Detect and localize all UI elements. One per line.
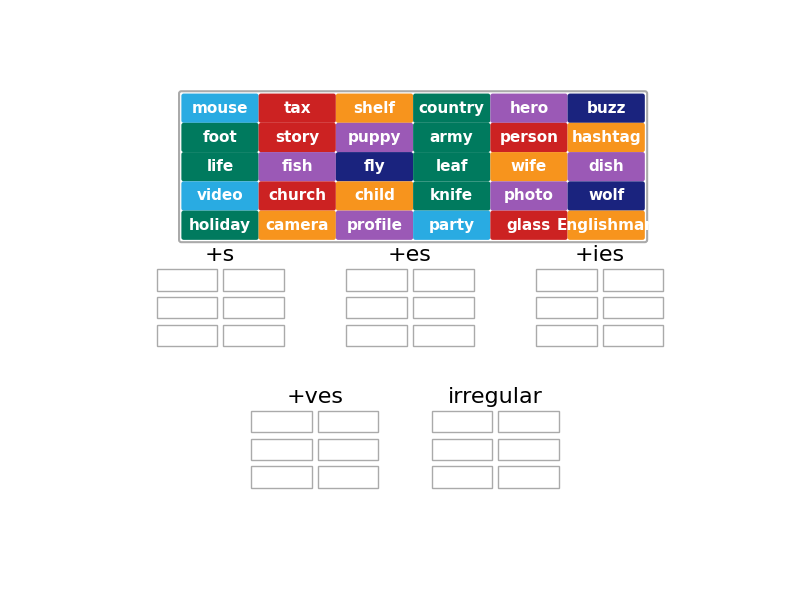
FancyBboxPatch shape <box>567 94 645 123</box>
FancyBboxPatch shape <box>182 211 258 240</box>
Text: video: video <box>197 188 243 203</box>
FancyBboxPatch shape <box>179 91 647 242</box>
Text: hero: hero <box>510 101 549 116</box>
Text: +ies: +ies <box>575 245 625 265</box>
FancyBboxPatch shape <box>251 466 311 488</box>
Text: wolf: wolf <box>588 188 624 203</box>
FancyBboxPatch shape <box>223 325 284 346</box>
Text: knife: knife <box>430 188 474 203</box>
Text: puppy: puppy <box>348 130 402 145</box>
Text: story: story <box>275 130 319 145</box>
FancyBboxPatch shape <box>336 123 413 152</box>
Text: irregular: irregular <box>448 387 542 407</box>
Text: photo: photo <box>504 188 554 203</box>
Text: profile: profile <box>346 218 402 233</box>
Text: buzz: buzz <box>586 101 626 116</box>
FancyBboxPatch shape <box>336 181 413 211</box>
FancyBboxPatch shape <box>498 411 558 433</box>
FancyBboxPatch shape <box>157 325 217 346</box>
Text: leaf: leaf <box>435 159 468 174</box>
FancyBboxPatch shape <box>536 297 597 319</box>
Text: life: life <box>206 159 234 174</box>
FancyBboxPatch shape <box>413 211 490 240</box>
FancyBboxPatch shape <box>346 297 407 319</box>
FancyBboxPatch shape <box>603 269 663 290</box>
FancyBboxPatch shape <box>603 297 663 319</box>
FancyBboxPatch shape <box>182 123 258 152</box>
FancyBboxPatch shape <box>413 94 490 123</box>
FancyBboxPatch shape <box>498 466 558 488</box>
Text: person: person <box>499 130 558 145</box>
Text: mouse: mouse <box>192 101 248 116</box>
FancyBboxPatch shape <box>413 269 474 290</box>
FancyBboxPatch shape <box>157 269 217 290</box>
Text: shelf: shelf <box>354 101 395 116</box>
FancyBboxPatch shape <box>258 211 336 240</box>
Text: child: child <box>354 188 395 203</box>
FancyBboxPatch shape <box>182 94 258 123</box>
FancyBboxPatch shape <box>258 94 336 123</box>
FancyBboxPatch shape <box>490 94 567 123</box>
FancyBboxPatch shape <box>182 181 258 211</box>
Text: tax: tax <box>283 101 311 116</box>
Text: hashtag: hashtag <box>571 130 641 145</box>
FancyBboxPatch shape <box>346 269 407 290</box>
FancyBboxPatch shape <box>432 411 492 433</box>
Text: wife: wife <box>511 159 547 174</box>
Text: party: party <box>429 218 474 233</box>
FancyBboxPatch shape <box>603 325 663 346</box>
FancyBboxPatch shape <box>498 439 558 460</box>
FancyBboxPatch shape <box>318 466 378 488</box>
Text: foot: foot <box>202 130 238 145</box>
FancyBboxPatch shape <box>567 181 645 211</box>
FancyBboxPatch shape <box>258 123 336 152</box>
Text: army: army <box>430 130 474 145</box>
Text: country: country <box>418 101 485 116</box>
FancyBboxPatch shape <box>432 439 492 460</box>
FancyBboxPatch shape <box>336 152 413 181</box>
FancyBboxPatch shape <box>182 152 258 181</box>
FancyBboxPatch shape <box>258 152 336 181</box>
Text: +ves: +ves <box>286 387 343 407</box>
FancyBboxPatch shape <box>336 211 413 240</box>
FancyBboxPatch shape <box>157 297 217 319</box>
FancyBboxPatch shape <box>432 466 492 488</box>
FancyBboxPatch shape <box>258 181 336 211</box>
FancyBboxPatch shape <box>318 439 378 460</box>
FancyBboxPatch shape <box>413 325 474 346</box>
FancyBboxPatch shape <box>413 181 490 211</box>
Text: camera: camera <box>266 218 329 233</box>
FancyBboxPatch shape <box>346 325 407 346</box>
FancyBboxPatch shape <box>490 211 567 240</box>
Text: +es: +es <box>388 245 432 265</box>
FancyBboxPatch shape <box>567 152 645 181</box>
FancyBboxPatch shape <box>223 297 284 319</box>
Text: +s: +s <box>205 245 235 265</box>
FancyBboxPatch shape <box>413 152 490 181</box>
FancyBboxPatch shape <box>413 123 490 152</box>
Text: Englishman: Englishman <box>557 218 656 233</box>
FancyBboxPatch shape <box>567 211 645 240</box>
FancyBboxPatch shape <box>251 411 311 433</box>
Text: church: church <box>268 188 326 203</box>
FancyBboxPatch shape <box>490 152 567 181</box>
FancyBboxPatch shape <box>251 439 311 460</box>
Text: fish: fish <box>282 159 313 174</box>
FancyBboxPatch shape <box>536 325 597 346</box>
Text: holiday: holiday <box>189 218 251 233</box>
Text: glass: glass <box>507 218 551 233</box>
FancyBboxPatch shape <box>336 94 413 123</box>
FancyBboxPatch shape <box>490 181 567 211</box>
FancyBboxPatch shape <box>536 269 597 290</box>
FancyBboxPatch shape <box>223 269 284 290</box>
Text: dish: dish <box>588 159 624 174</box>
FancyBboxPatch shape <box>567 123 645 152</box>
FancyBboxPatch shape <box>318 411 378 433</box>
Text: fly: fly <box>364 159 386 174</box>
FancyBboxPatch shape <box>413 297 474 319</box>
FancyBboxPatch shape <box>490 123 567 152</box>
